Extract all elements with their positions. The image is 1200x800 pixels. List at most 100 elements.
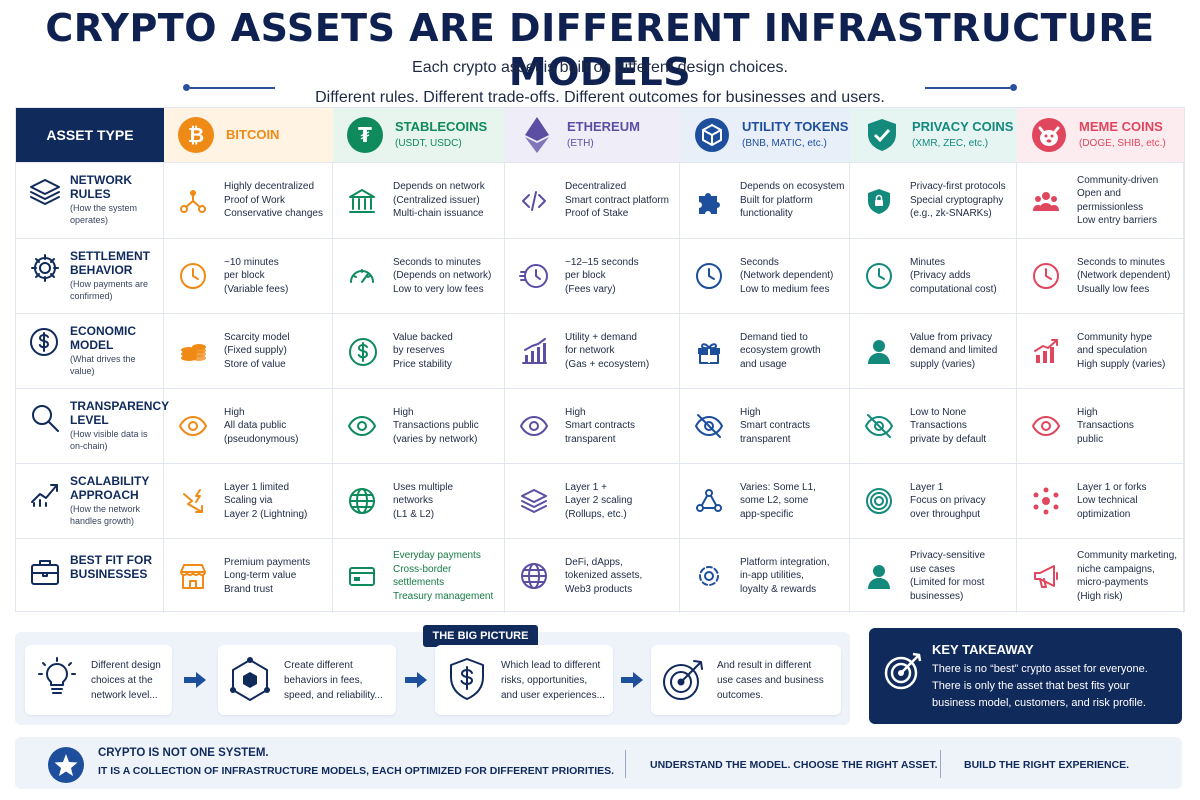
- clock-icon: [180, 263, 206, 289]
- cell-text: Varies: Some L1, some L2, some app-speci…: [740, 481, 816, 520]
- clock-icon: [866, 263, 892, 289]
- cell-text: Everyday payments Cross-border settlemen…: [393, 550, 494, 602]
- target-arrow-icon: [663, 660, 703, 700]
- ethereum-icon: [519, 117, 555, 153]
- table-cell: ~10 minutes per block (Variable fees): [164, 239, 333, 313]
- cell-text: Privacy-first protocols Special cryptogr…: [910, 181, 1006, 220]
- speedometer-icon: [350, 269, 374, 283]
- cell-text: Low to None Transactions private by defa…: [910, 406, 987, 445]
- divider-dot-left: [183, 84, 190, 91]
- table-cell: High Transactions public (varies by netw…: [333, 389, 505, 463]
- cell-text: Layer 1 Focus on privacy over throughput: [910, 481, 986, 520]
- table-cell: Community marketing, niche campaigns, mi…: [1017, 539, 1184, 613]
- table-row: NETWORK RULES (How the system operates) Hi…: [16, 162, 1184, 238]
- step-text: Create different behaviors in fees, spee…: [284, 659, 383, 701]
- cell-text: ~10 minutes per block (Variable fees): [224, 256, 289, 295]
- stack-layers-icon: [521, 489, 547, 513]
- step-text: Which lead to different risks, opportuni…: [501, 659, 605, 701]
- megaphone-icon: [1034, 565, 1058, 588]
- puzzle-icon: [699, 192, 720, 214]
- page-subtitle: Each crypto asset is built on different …: [0, 57, 1200, 109]
- cube-icon: [694, 117, 730, 153]
- cell-text: High Transactions public (varies by netw…: [393, 406, 479, 445]
- table-cell: Seconds to minutes (Depends on network) …: [333, 239, 505, 313]
- row-description: (How the system operates): [70, 203, 138, 225]
- cell-text: Decentralized Smart contract platform Pr…: [565, 181, 669, 220]
- growth-chart-icon: [31, 484, 58, 507]
- table-row: TRANSPARENCY LEVEL (How visible data is o…: [16, 388, 1184, 463]
- subtitle-line-2: Different rules. Different trade-offs. D…: [315, 89, 885, 106]
- cell-text: Layer 1 or forks Low technical optimizat…: [1077, 481, 1147, 520]
- table-row: BEST FIT FOR BUSINESSES Premium payments …: [16, 538, 1184, 613]
- column-name: BITCOIN: [226, 127, 280, 142]
- person-icon: [868, 340, 890, 364]
- table-cell: ~12–15 seconds per block (Fees vary): [505, 239, 680, 313]
- target-rings-icon: [866, 488, 892, 514]
- eye-slash-icon: [865, 414, 893, 438]
- cell-text: Privacy-sensitive use cases (Limited for…: [910, 550, 986, 602]
- gift-icon: [698, 343, 720, 364]
- table-cell: Decentralized Smart contract platform Pr…: [505, 163, 680, 238]
- clock-icon: [1033, 263, 1059, 289]
- comparison-table: ASSET TYPE ₿ BITCOIN ₮ STABLECOINS (USDT, US…: [15, 107, 1185, 613]
- column-header-bitcoin: ₿ BITCOIN: [164, 108, 333, 162]
- row-description: (How the network handles growth): [70, 504, 141, 526]
- column-header-utility-tokens: UTILITY TOKENS (BNB, MATIC, etc.): [680, 108, 850, 162]
- dollar-circle-icon: [30, 328, 58, 356]
- table-cell: Platform integration, in-app utilities, …: [680, 539, 850, 613]
- column-subtitle: (USDT, USDC): [395, 138, 462, 149]
- cell-text: Layer 1 + Layer 2 scaling (Rollups, etc.…: [565, 481, 633, 520]
- briefcase-icon: [31, 560, 59, 585]
- molecule-icon: [1033, 487, 1059, 515]
- eye-icon: [179, 416, 207, 436]
- eye-slash-icon: [695, 414, 723, 438]
- asset-type-header: ASSET TYPE: [16, 108, 164, 162]
- table-cell: Layer 1 limited Scaling via Layer 2 (Lig…: [164, 464, 333, 538]
- footer-message-2: BUILD THE RIGHT EXPERIENCE.: [964, 759, 1130, 771]
- column-subtitle: (DOGE, SHIB, etc.): [1079, 138, 1166, 149]
- column-subtitle: (ETH): [567, 138, 594, 149]
- community-icon: [1033, 191, 1059, 211]
- key-takeaway-title: KEY TAKEAWAY: [932, 642, 1034, 657]
- column-header-text: STABLECOINS (USDT, USDC): [395, 119, 487, 151]
- divider-dot-right: [1010, 84, 1017, 91]
- table-cell: Value from privacy demand and limited su…: [850, 314, 1017, 388]
- footer-banner: [15, 737, 1182, 789]
- row-label-text: SCALABILITY APPROACH (How the network han…: [70, 474, 152, 527]
- column-header-ethereum: ETHEREUM (ETH): [505, 108, 680, 162]
- cell-text: Value backed by reserves Price stability: [393, 331, 453, 370]
- cell-text: Value from privacy demand and limited su…: [910, 331, 998, 370]
- column-header-text: MEME COINS (DOGE, SHIB, etc.): [1079, 119, 1166, 151]
- cell-text: Utility + demand for network (Gas + ecos…: [565, 331, 650, 370]
- cell-text: Platform integration, in-app utilities, …: [740, 556, 830, 595]
- coin-stack-icon: [181, 344, 206, 361]
- footer-title: CRYPTO IS NOT ONE SYSTEM.: [98, 747, 269, 759]
- footer-divider-1: [625, 750, 626, 778]
- bank-icon: [349, 188, 375, 213]
- cell-text: Community marketing, niche campaigns, mi…: [1077, 550, 1178, 602]
- arrow-right-icon: [404, 672, 427, 688]
- column-header-stablecoins: ₮ STABLECOINS (USDT, USDC): [333, 108, 505, 162]
- row-title: SETTLEMENT BEHAVIOR: [70, 249, 150, 277]
- table-cell: Value backed by reserves Price stability: [333, 314, 505, 388]
- big-picture-step: Different design choices at the network …: [25, 645, 172, 715]
- table-cell: Minutes (Privacy adds computational cost…: [850, 239, 1017, 313]
- table-cell: Everyday payments Cross-border settlemen…: [333, 539, 505, 613]
- cell-text: Demand tied to ecosystem growth and usag…: [740, 331, 821, 370]
- column-header-text: UTILITY TOKENS (BNB, MATIC, etc.): [742, 119, 848, 151]
- row-label: BEST FIT FOR BUSINESSES: [16, 539, 164, 613]
- cell-text: Community hype and speculation High supp…: [1077, 331, 1166, 370]
- lightning-route-icon: [183, 489, 203, 513]
- step-text: And result in different use cases and bu…: [717, 659, 824, 701]
- table-cell: Uses multiple networks (L1 & L2): [333, 464, 505, 538]
- cell-text: High Smart contracts transparent: [740, 406, 811, 445]
- bar-chart-icon: [522, 338, 547, 364]
- network-nodes-icon: [180, 189, 206, 213]
- gear-icon: [31, 254, 59, 282]
- row-title: NETWORK RULES: [70, 173, 132, 201]
- column-name: ETHEREUM: [567, 119, 640, 134]
- column-header-meme-coins: MEME COINS (DOGE, SHIB, etc.): [1017, 108, 1184, 162]
- column-header-text: PRIVACY COINS (XMR, ZEC, etc.): [912, 119, 1013, 151]
- code-icon: [522, 190, 546, 211]
- footer-subtitle: IT IS A COLLECTION OF INFRASTRUCTURE MOD…: [98, 765, 615, 777]
